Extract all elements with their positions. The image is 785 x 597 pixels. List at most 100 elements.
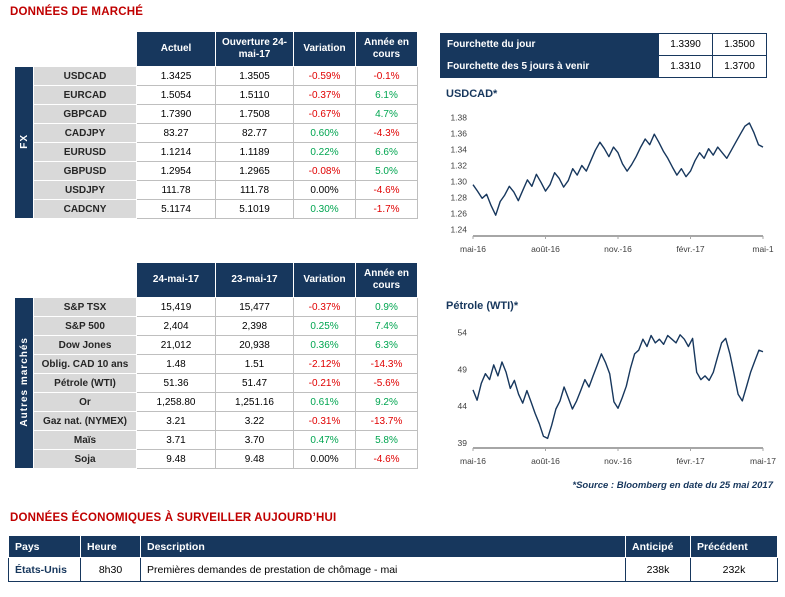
cell-actuel: 1.5054 xyxy=(136,85,216,105)
table-row: FX USDCAD 1.3425 1.3505 -0.59% -0.1% xyxy=(14,66,418,219)
econ-header-precedent: Précédent xyxy=(690,535,778,558)
cell-v2: 2,398 xyxy=(215,316,294,336)
row-label: GBPCAD xyxy=(33,104,137,124)
cell-v1: 3.21 xyxy=(136,411,216,431)
cell-ytd: 6.6% xyxy=(355,142,418,162)
cell-v1: 15,419 xyxy=(136,297,216,317)
svg-text:1.36: 1.36 xyxy=(450,128,467,138)
cell-ytd: 5.8% xyxy=(355,430,418,450)
cell-variation: -0.31% xyxy=(293,411,356,431)
econ-table: Pays Heure Description Anticipé Précéden… xyxy=(8,535,778,582)
cell-ouverture: 1.1189 xyxy=(215,142,294,162)
cell-ouverture: 1.5110 xyxy=(215,85,294,105)
econ-header-heure: Heure xyxy=(80,535,141,558)
row-label: Dow Jones xyxy=(33,335,137,355)
cell-ytd: 6.1% xyxy=(355,85,418,105)
cell-ytd: 0.9% xyxy=(355,297,418,317)
cell-v1: 2,404 xyxy=(136,316,216,336)
table-row: CADCNY 5.1174 5.1019 0.30% -1.7% xyxy=(15,199,418,219)
svg-text:1.38: 1.38 xyxy=(450,112,467,122)
usdcad-chart: 1.38 1.36 1.34 1.32 1.30 1.28 1.26 1.24 mai-16 ao… xyxy=(443,103,773,256)
cell-variation: -0.08% xyxy=(293,161,356,181)
cell-ytd: -5.6% xyxy=(355,373,418,393)
cell-ouverture: 82.77 xyxy=(215,123,294,143)
cell-v1: 1,258.80 xyxy=(136,392,216,412)
table-row: Oblig. CAD 10 ans 1.48 1.51 -2.12% -14.3… xyxy=(15,354,418,374)
cell-v1: 21,012 xyxy=(136,335,216,355)
cell-v2: 1,251.16 xyxy=(215,392,294,412)
svg-text:nov.-16: nov.-16 xyxy=(604,244,632,254)
markets-sidebar: Autres marchés xyxy=(14,297,34,469)
cell-ytd: -4.6% xyxy=(355,449,418,469)
svg-text:1.34: 1.34 xyxy=(450,144,467,154)
row-label: EURUSD xyxy=(33,142,137,162)
cell-ytd: -4.6% xyxy=(355,180,418,200)
cell-v1: 51.36 xyxy=(136,373,216,393)
row-label: GBPUSD xyxy=(33,161,137,181)
markets-header-ytd: Année en cours xyxy=(355,262,418,298)
table-row: EURCAD 1.5054 1.5110 -0.37% 6.1% xyxy=(15,85,418,105)
cell-v2: 51.47 xyxy=(215,373,294,393)
cell-actuel: 1.2954 xyxy=(136,161,216,181)
svg-text:39: 39 xyxy=(458,438,468,448)
cell-v1: 1.48 xyxy=(136,354,216,374)
cell-variation: -0.21% xyxy=(293,373,356,393)
svg-text:août-16: août-16 xyxy=(531,244,560,254)
table-row: Maïs 3.71 3.70 0.47% 5.8% xyxy=(15,430,418,450)
table-row: Or 1,258.80 1,251.16 0.61% 9.2% xyxy=(15,392,418,412)
table-row: Gaz nat. (NYMEX) 3.21 3.22 -0.31% -13.7% xyxy=(15,411,418,431)
cell-ytd: -14.3% xyxy=(355,354,418,374)
table-row: Dow Jones 21,012 20,938 0.36% 6.3% xyxy=(15,335,418,355)
cell-anticipe: 238k xyxy=(625,557,691,582)
cell-variation: 0.47% xyxy=(293,430,356,450)
row-label: Soja xyxy=(33,449,137,469)
row-label: USDCAD xyxy=(33,66,137,86)
cell-variation: -0.37% xyxy=(293,85,356,105)
row-label: CADJPY xyxy=(33,123,137,143)
fx-header-variation: Variation xyxy=(293,31,356,67)
fx-header-ouverture: Ouverture 24-mai-17 xyxy=(215,31,294,67)
spacer xyxy=(14,31,137,67)
cell-v2: 20,938 xyxy=(215,335,294,355)
cell-variation: 0.00% xyxy=(293,180,356,200)
row-label: Maïs xyxy=(33,430,137,450)
row-label: EURCAD xyxy=(33,85,137,105)
cell-variation: 0.00% xyxy=(293,449,356,469)
svg-text:févr.-17: févr.-17 xyxy=(676,244,705,254)
cell-v2: 1.51 xyxy=(215,354,294,374)
range-label: Fourchette du jour xyxy=(440,33,659,56)
fx-header-ytd: Année en cours xyxy=(355,31,418,67)
markets-header-row: 24-mai-17 23-mai-17 Variation Année en c… xyxy=(14,262,418,298)
cell-actuel: 1.3425 xyxy=(136,66,216,86)
table-row: S&P 500 2,404 2,398 0.25% 7.4% xyxy=(15,316,418,336)
row-label: Gaz nat. (NYMEX) xyxy=(33,411,137,431)
svg-text:1.24: 1.24 xyxy=(450,225,467,235)
econ-data-title: DONNÉES ÉCONOMIQUES À SURVEILLER AUJOURD… xyxy=(10,512,337,524)
range-high: 1.3700 xyxy=(712,55,767,78)
cell-variation: -0.37% xyxy=(293,297,356,317)
cell-variation: 0.60% xyxy=(293,123,356,143)
cell-v2: 3.22 xyxy=(215,411,294,431)
fx-header-row: Actuel Ouverture 24-mai-17 Variation Ann… xyxy=(14,31,418,67)
svg-text:nov.-16: nov.-16 xyxy=(604,456,632,466)
cell-actuel: 1.7390 xyxy=(136,104,216,124)
svg-text:mai-1: mai-1 xyxy=(752,244,774,254)
row-label: S&P TSX xyxy=(33,297,137,317)
svg-text:44: 44 xyxy=(458,401,468,411)
cell-ouverture: 1.2965 xyxy=(215,161,294,181)
wti-chart-title: Pétrole (WTI)* xyxy=(446,300,519,312)
row-label: CADCNY xyxy=(33,199,137,219)
table-row: CADJPY 83.27 82.77 0.60% -4.3% xyxy=(15,123,418,143)
cell-ytd: -13.7% xyxy=(355,411,418,431)
table-row: USDJPY 111.78 111.78 0.00% -4.6% xyxy=(15,180,418,200)
svg-text:août-16: août-16 xyxy=(531,456,560,466)
cell-variation: 0.22% xyxy=(293,142,356,162)
cell-ytd: 4.7% xyxy=(355,104,418,124)
range-low: 1.3390 xyxy=(658,33,713,56)
row-label: S&P 500 xyxy=(33,316,137,336)
cell-ouverture: 111.78 xyxy=(215,180,294,200)
fx-sidebar-label: FX xyxy=(18,133,30,149)
cell-v2: 9.48 xyxy=(215,449,294,469)
cell-variation: 0.30% xyxy=(293,199,356,219)
